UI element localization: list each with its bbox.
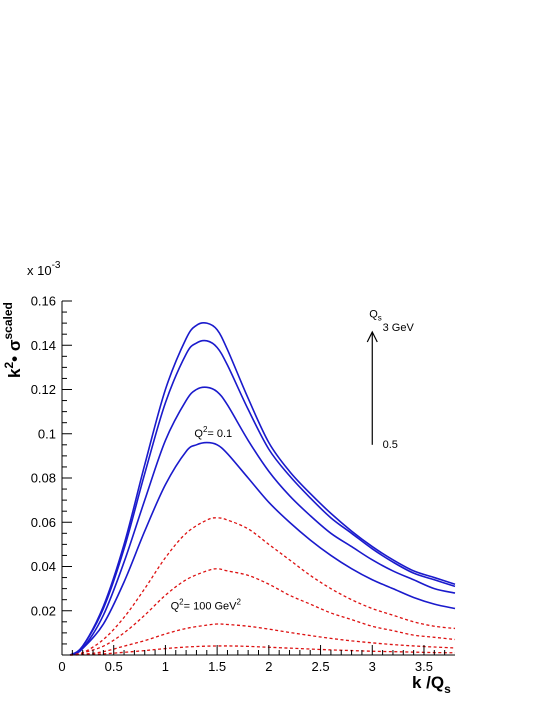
y-tick-label: 0.08: [31, 471, 56, 486]
series-layer: [69, 322, 456, 656]
dashed-curve-6: [70, 568, 456, 656]
dashed-curve-7: [70, 623, 456, 656]
y-tick-label: 0.12: [31, 382, 56, 397]
x-tick-label: 3.5: [415, 659, 433, 674]
q2-low-label: Q2= 0.1: [194, 425, 232, 440]
y-tick-label: 0.04: [31, 559, 56, 574]
solid-curve-4: [69, 441, 456, 656]
qs-bottom-label: 0.5: [383, 439, 398, 451]
x-tick-label: 2.5: [312, 659, 330, 674]
dashed-curve-5: [70, 517, 456, 656]
ticks-layer: 0 0.5 1 1.5 2 2.5 3 3.5 0.02 0.04 0.06 0.08 0.1 0.12 0…: [31, 294, 446, 674]
q2-high-label: Q2= 100 GeV2: [171, 598, 242, 613]
solid-curve-2: [69, 339, 456, 656]
solid-curve-3: [69, 386, 456, 656]
y-tick-label: 0.02: [31, 603, 56, 618]
solid-curve-1: [69, 322, 456, 656]
y-tick-label: 0.16: [31, 294, 56, 309]
axes-layer: [61, 301, 455, 656]
x-axis-title: k /Qs: [412, 673, 451, 696]
qs-top-label: 3 GeV: [383, 322, 415, 334]
annotations: Q2= 0.1 Q2= 100 GeV2 Qs 3 GeV 0.5: [171, 309, 415, 613]
x-tick-label: 1.5: [208, 659, 226, 674]
x-tick-label: 2: [265, 659, 272, 674]
y-multiplier: x 10-3: [27, 260, 61, 278]
dashed-curve-8: [70, 645, 456, 656]
x-tick-label: 0.5: [105, 659, 123, 674]
x-tick-label: 3: [369, 659, 376, 674]
qs-label: Qs: [369, 309, 382, 323]
x-tick-label: 0: [58, 659, 65, 674]
x-tick-label: 1: [162, 659, 169, 674]
y-tick-label: 0.06: [31, 515, 56, 530]
qs-arrow-head: [366, 330, 378, 343]
y-tick-label: 0.1: [38, 426, 56, 441]
y-axis-title: k2• σscaled: [1, 302, 24, 378]
y-tick-label: 0.14: [31, 338, 56, 353]
